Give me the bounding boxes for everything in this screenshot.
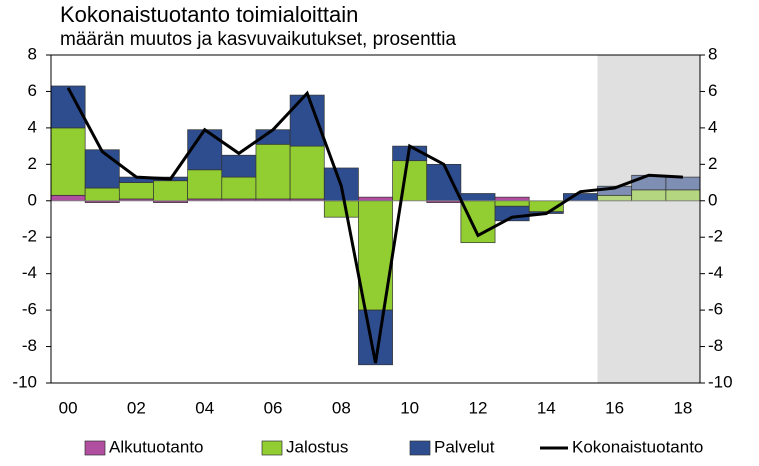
bar	[289, 94, 325, 147]
y2-tick-label: 8	[708, 44, 717, 63]
forecast-shade	[597, 55, 700, 383]
bar	[50, 194, 86, 202]
y-tick-label: 2	[28, 154, 37, 173]
legend-label: Jalostus	[286, 437, 348, 456]
y2-tick-label: -6	[708, 300, 723, 319]
x-tick-label: 08	[332, 398, 351, 417]
plot-frame	[50, 54, 701, 384]
bar	[460, 193, 496, 202]
x-tick-label: 10	[400, 398, 419, 417]
x-tick-label: 18	[673, 398, 692, 417]
y2-tick-label: 6	[708, 81, 717, 100]
bar	[84, 149, 120, 189]
line	[66, 87, 684, 364]
bar	[358, 196, 393, 202]
x-tick-label: 04	[195, 398, 214, 417]
bar	[323, 200, 359, 218]
y-tick-label: 4	[28, 117, 37, 136]
x-tick-label: 14	[537, 398, 556, 417]
bar	[426, 163, 462, 202]
bar	[187, 129, 223, 171]
y2-tick-label: 4	[708, 117, 717, 136]
y2-tick-label: -4	[708, 263, 723, 282]
legend-label: Alkutuotanto	[109, 437, 204, 456]
y2-tick-label: -10	[708, 372, 733, 391]
y-tick-label: -10	[12, 372, 37, 391]
legend-swatch	[409, 440, 431, 456]
bar	[494, 196, 530, 202]
bar	[221, 154, 257, 178]
bar	[494, 200, 530, 207]
y-tick-label: -2	[22, 227, 37, 246]
bar	[50, 85, 86, 129]
bar	[631, 189, 667, 202]
y-tick-label: -8	[22, 336, 37, 355]
bar	[392, 160, 428, 202]
bar	[50, 127, 86, 196]
x-tick-label: 02	[127, 398, 146, 417]
bar	[118, 182, 154, 200]
chart-title: Kokonaistuotanto toimialoittain	[60, 2, 358, 27]
bar	[84, 187, 120, 202]
bar	[187, 169, 223, 200]
y-tick-label: 6	[28, 81, 37, 100]
legend-label: Palvelut	[434, 437, 495, 456]
legend-swatch	[84, 440, 106, 456]
x-tick-label: 12	[469, 398, 488, 417]
bar	[153, 180, 188, 202]
y2-tick-label: -8	[708, 336, 723, 355]
y-tick-label: 0	[28, 190, 37, 209]
y2-tick-label: 0	[708, 190, 717, 209]
bar	[221, 176, 257, 200]
bar	[255, 143, 291, 200]
bar	[631, 174, 667, 191]
bar	[289, 145, 325, 200]
y-tick-label: -4	[22, 263, 37, 282]
x-tick-label: 06	[264, 398, 283, 417]
legend-swatch	[261, 440, 283, 456]
bar	[665, 176, 701, 191]
chart-subtitle: määrän muutos ja kasvuvaikutukset, prose…	[60, 29, 456, 50]
x-tick-label: 16	[605, 398, 624, 417]
bar	[665, 189, 701, 202]
y2-tick-label: 2	[708, 154, 717, 173]
y-tick-label: 8	[28, 44, 37, 63]
x-tick-label: 00	[59, 398, 78, 417]
bar	[597, 194, 633, 202]
y-tick-label: -6	[22, 300, 37, 319]
y2-tick-label: -2	[708, 227, 723, 246]
legend-label: Kokonaistuotanto	[572, 437, 703, 456]
